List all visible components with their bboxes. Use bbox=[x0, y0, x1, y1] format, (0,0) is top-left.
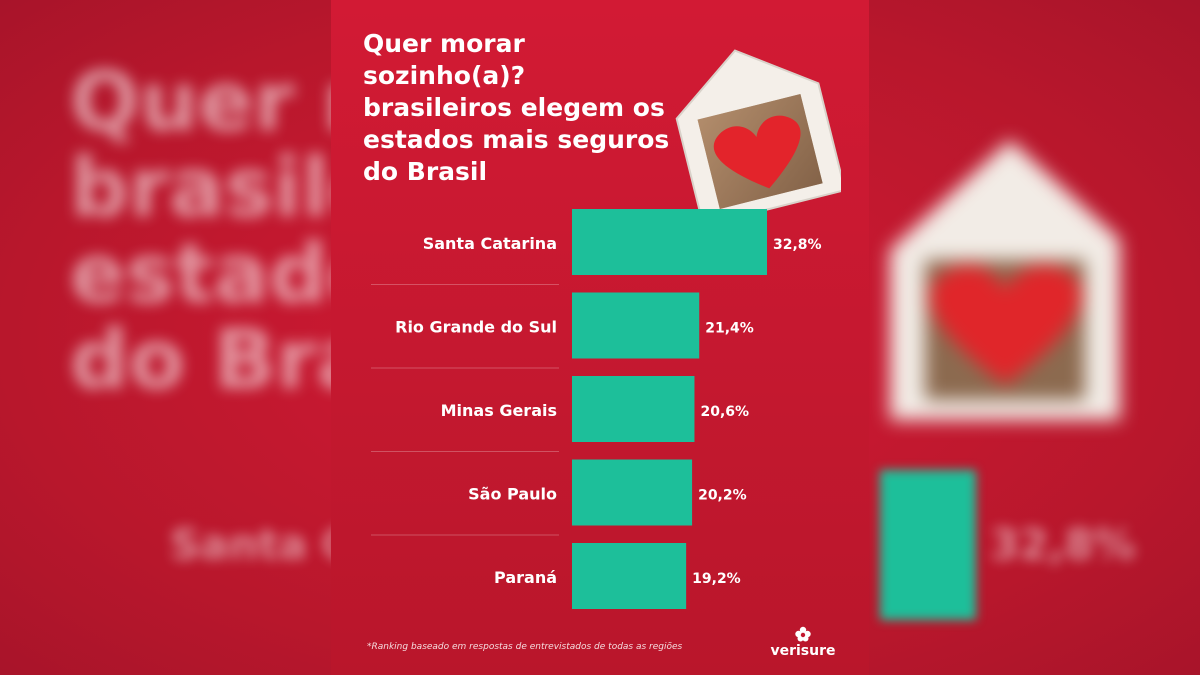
category-label: Rio Grande do Sul bbox=[395, 318, 557, 337]
category-label: São Paulo bbox=[468, 485, 557, 504]
verisure-logo: verisure bbox=[763, 626, 843, 660]
category-label: Santa Catarina bbox=[423, 234, 557, 253]
logo-wordmark: verisure bbox=[770, 643, 836, 659]
blurred-house-ghost bbox=[890, 140, 1120, 420]
blurred-label-ghost: Santa C bbox=[170, 520, 353, 569]
value-labels: 32,8% 21,4% 20,6% 20,2% 19,2% bbox=[692, 237, 821, 587]
value-label: 20,2% bbox=[698, 488, 747, 504]
value-label: 19,2% bbox=[692, 571, 741, 587]
value-label: 32,8% bbox=[773, 237, 822, 253]
bar-chart: Santa Catarina Rio Grande do Sul Minas Ger… bbox=[371, 209, 822, 609]
title-line-1: Quer morar sozinho(a)? bbox=[363, 29, 526, 90]
blurred-value-ghost: 32,8% bbox=[990, 520, 1136, 569]
bar-rio-grande-do-sul bbox=[572, 292, 700, 359]
bar-paran- bbox=[572, 543, 687, 609]
title-line-3: estados mais seguros bbox=[363, 125, 670, 154]
blurred-bar-ghost bbox=[880, 470, 976, 620]
footnote: *Ranking baseado em respostas de entrevi… bbox=[367, 642, 683, 652]
title-line-2: brasileiros elegem os bbox=[363, 93, 665, 122]
value-label: 21,4% bbox=[705, 321, 754, 337]
category-label: Minas Gerais bbox=[441, 401, 557, 420]
bar-s-o-paulo bbox=[572, 459, 693, 526]
category-labels: Santa Catarina Rio Grande do Sul Minas Ger… bbox=[395, 234, 557, 587]
title-line-4: do Brasil bbox=[363, 157, 488, 186]
bars-group bbox=[572, 209, 767, 609]
bar-minas-gerais bbox=[572, 376, 695, 442]
bar-santa-catarina bbox=[572, 209, 767, 275]
chart-title: Quer morar sozinho(a)? brasileiros elege… bbox=[363, 28, 683, 188]
category-label: Paraná bbox=[494, 568, 557, 587]
house-heart-illustration bbox=[675, 49, 841, 220]
infographic-card: Quer morar sozinho(a)? brasileiros elege… bbox=[331, 0, 869, 675]
row-separators bbox=[371, 284, 559, 536]
value-label: 20,6% bbox=[700, 404, 749, 420]
verisure-flower-icon bbox=[795, 626, 811, 642]
